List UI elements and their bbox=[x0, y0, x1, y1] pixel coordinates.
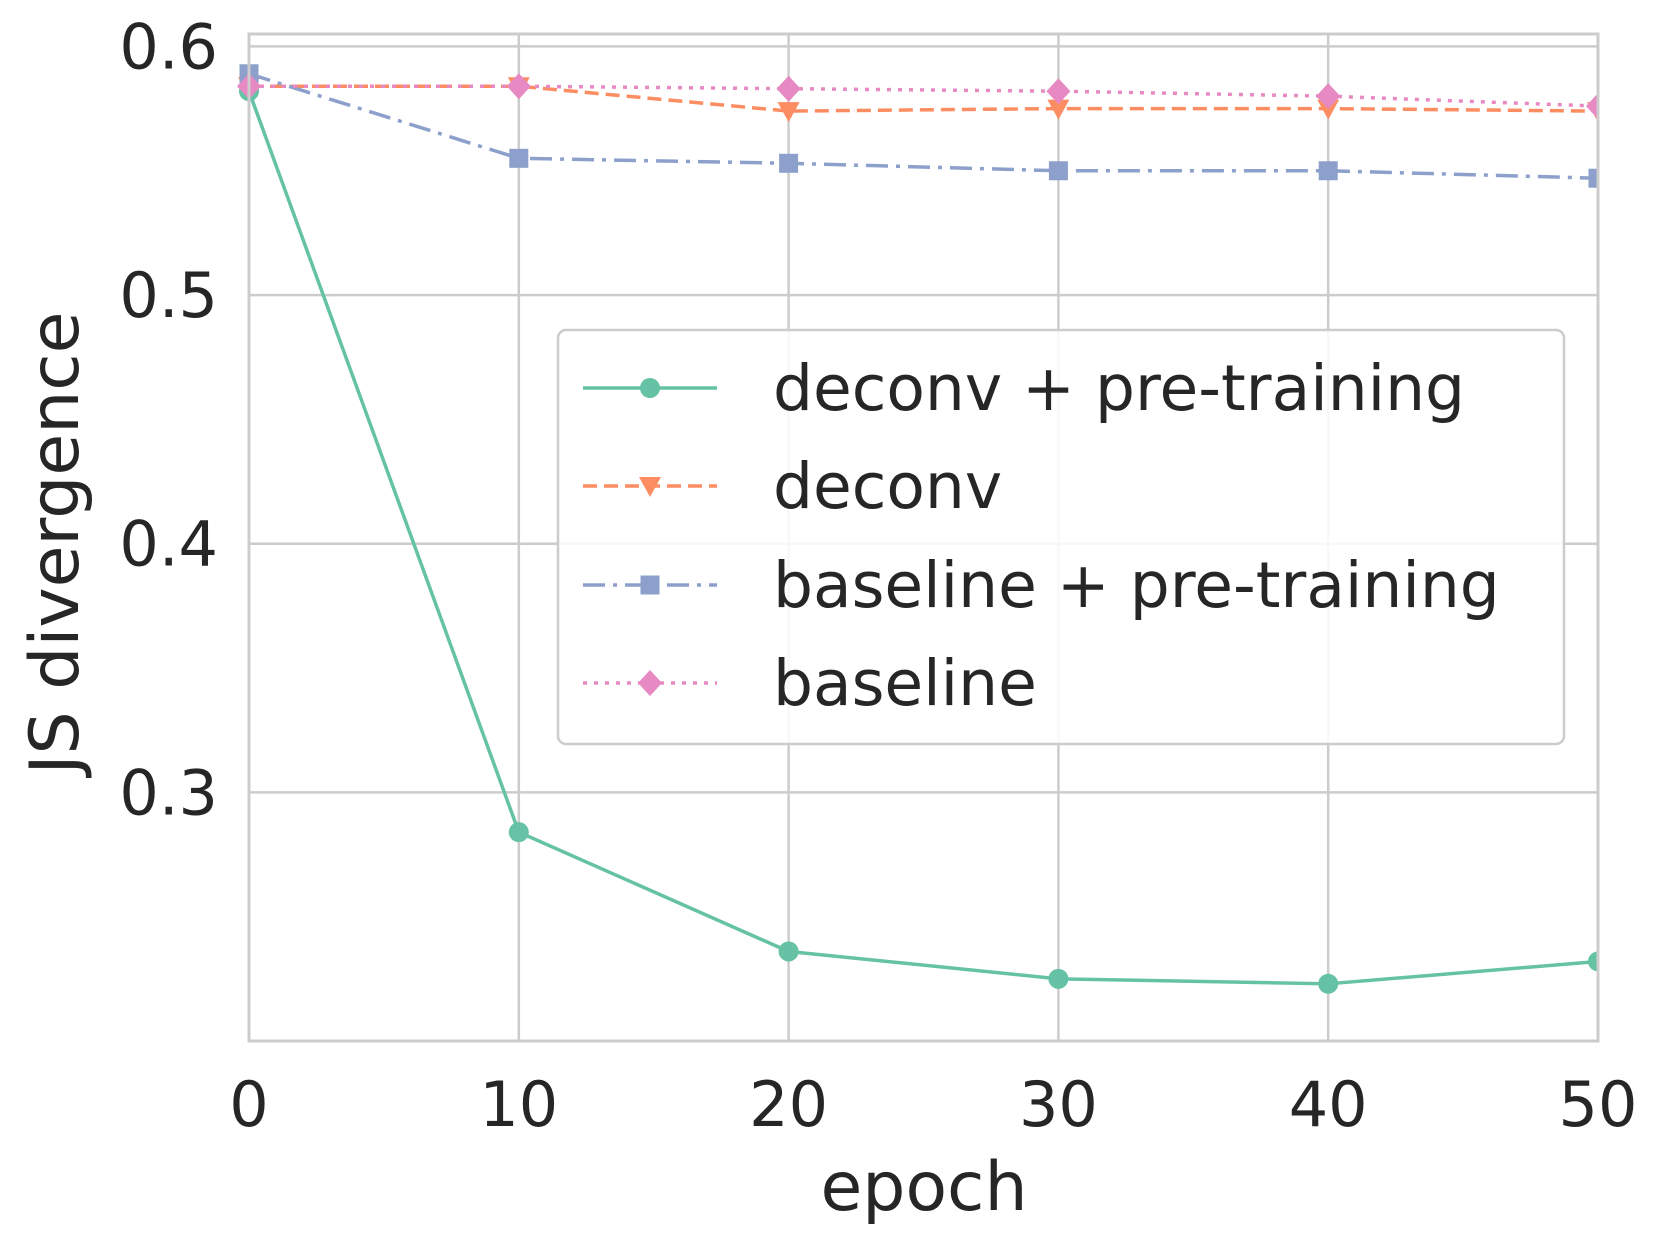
legend-label-baseline-pre-training: baseline + pre-training bbox=[773, 549, 1500, 622]
data-point-deconv-pre-training bbox=[778, 941, 799, 962]
series-line-deconv bbox=[249, 84, 1598, 113]
y-tick-label: 0.4 bbox=[119, 508, 218, 581]
plot-frame bbox=[247, 32, 1600, 1043]
y-tick-label: 0.6 bbox=[119, 10, 218, 83]
data-point-baseline-pre-training bbox=[779, 153, 799, 173]
data-point-baseline-pre-training bbox=[1048, 161, 1068, 181]
series-line-baseline-pre-training bbox=[248, 72, 1598, 180]
x-tick-label: 20 bbox=[749, 1068, 828, 1141]
x-axis-title: epoch bbox=[820, 1148, 1027, 1227]
legend-label-deconv-pre-training: deconv + pre-training bbox=[773, 352, 1465, 425]
x-tick-label: 50 bbox=[1559, 1068, 1638, 1141]
data-point-baseline bbox=[1046, 78, 1071, 105]
legend-marker-deconv-pre-training bbox=[640, 378, 660, 398]
data-point-baseline-pre-training bbox=[1588, 168, 1598, 188]
legend: deconv + pre-training deconv baseline + pr… bbox=[556, 328, 1566, 746]
data-point-deconv-pre-training bbox=[508, 822, 529, 843]
data-point-deconv bbox=[1317, 99, 1340, 120]
data-point-deconv-pre-training bbox=[1588, 951, 1598, 972]
x-tick-label: 10 bbox=[479, 1068, 558, 1141]
series-line-deconv-pre-training bbox=[247, 90, 1598, 986]
series-line-baseline bbox=[249, 84, 1598, 108]
data-point-baseline-pre-training bbox=[509, 148, 529, 168]
axes-frame bbox=[247, 32, 1600, 1043]
x-tick-label: 40 bbox=[1289, 1068, 1368, 1141]
legend-marker-deconv bbox=[639, 477, 661, 497]
data-point-baseline-pre-training bbox=[1318, 161, 1338, 181]
tick-labels: 0 10 20 30 40 50 0.3 0.4 0.5 0.6 bbox=[119, 10, 1637, 1141]
data-point-baseline bbox=[506, 73, 531, 100]
y-axis-title: JS divergence bbox=[16, 311, 95, 778]
legend-marker-baseline bbox=[638, 670, 662, 696]
data-point-baseline bbox=[776, 75, 801, 102]
data-point-deconv-pre-training bbox=[1318, 973, 1339, 994]
x-tick-label: 0 bbox=[229, 1068, 268, 1141]
data-point-deconv bbox=[1047, 99, 1070, 120]
legend-label-deconv: deconv bbox=[773, 450, 1002, 523]
data-point-baseline bbox=[1316, 83, 1341, 110]
x-tick-label: 30 bbox=[1019, 1068, 1098, 1141]
legend-label-baseline: baseline bbox=[773, 647, 1037, 720]
y-tick-label: 0.5 bbox=[119, 259, 218, 332]
data-point-deconv-pre-training bbox=[1048, 968, 1069, 989]
legend-marker-baseline-pre-training bbox=[640, 575, 660, 595]
y-tick-label: 0.3 bbox=[119, 756, 218, 829]
legend-box bbox=[556, 328, 1566, 746]
data-point-baseline bbox=[1586, 93, 1598, 120]
data-point-deconv bbox=[777, 102, 800, 123]
